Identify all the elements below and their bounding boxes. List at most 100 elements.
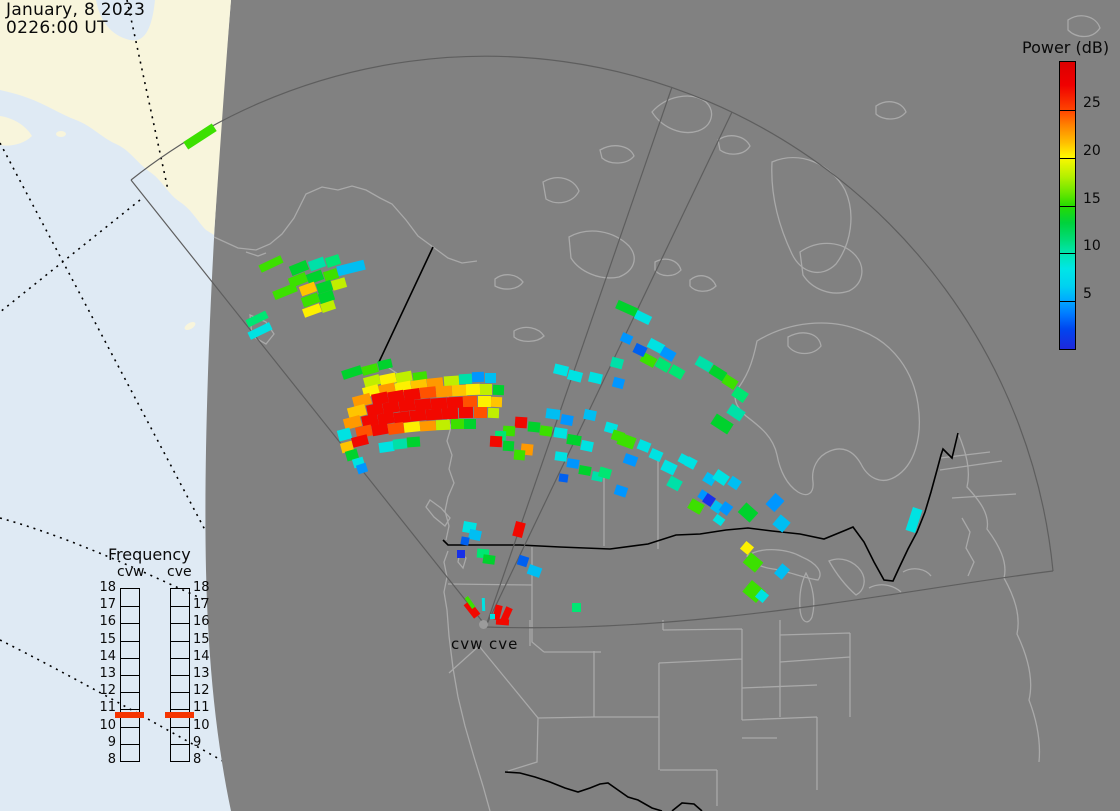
radar-echo-cell <box>377 358 393 370</box>
radar-echo-cell <box>552 363 570 377</box>
radar-echo-cell <box>513 449 525 461</box>
radar-echo-cell <box>330 277 348 291</box>
radar-echo-cell <box>619 331 633 345</box>
radar-echo-cell <box>425 407 443 421</box>
radar-site-dot <box>479 620 488 629</box>
radar-echo-cell <box>450 418 464 430</box>
radar-echo-cell <box>545 408 561 420</box>
radar-echo-cell <box>765 492 785 512</box>
radar-echo-cell <box>490 396 502 408</box>
radar-echo-cell <box>258 255 284 273</box>
radar-echo-cell <box>465 383 481 395</box>
colorbar-tick-label: 20 <box>1083 143 1101 159</box>
radar-echo-cell <box>484 373 496 383</box>
date-line: January, 8 2023 <box>6 0 146 20</box>
radar-echo-cell <box>613 484 629 498</box>
fov-mid-beam-2 <box>485 111 733 627</box>
radar-echo-cell <box>458 373 472 385</box>
radar-echo-cell <box>514 416 528 428</box>
radar-echo-cell <box>355 462 369 474</box>
radar-echo-cell <box>462 395 478 407</box>
radar-echo-cell <box>406 436 420 448</box>
us-mexico-border <box>504 771 703 811</box>
colorbar-tick <box>1060 110 1075 111</box>
radar-echo-cell <box>487 407 499 419</box>
radar-echo-cell <box>636 439 652 453</box>
colorbar-tick <box>1060 158 1075 159</box>
timestamp-label: January, 8 2023 0226:00 UT <box>6 1 145 37</box>
radar-echo-cell <box>566 369 584 383</box>
radar-echo-cell <box>471 371 485 383</box>
radar-echo-cell <box>451 384 467 396</box>
radar-echo-cell <box>712 513 726 527</box>
radar-echo-cell <box>571 602 581 612</box>
map-label-cvw: cvw <box>451 635 484 653</box>
sunlit-landmass <box>0 0 231 235</box>
us-canada-border <box>442 432 959 582</box>
radar-echo-cell <box>566 433 582 447</box>
radar-echo-cell <box>460 536 470 546</box>
radar-echo-cell <box>480 383 492 395</box>
radar-echo-cell <box>527 421 541 433</box>
radar-echo-cell <box>771 513 791 533</box>
radar-echo-cell <box>611 376 625 390</box>
radar-echo-cell <box>905 507 923 533</box>
radar-echo-cell <box>307 256 327 272</box>
radar-echo-cell <box>409 408 427 422</box>
radar-echo-cell <box>441 407 459 419</box>
radar-echo-cell <box>512 520 526 538</box>
radar-echo-cell <box>371 422 389 436</box>
geomagnetic-grid <box>0 0 231 765</box>
colorbar-title: Power (dB) <box>1022 38 1110 57</box>
radar-fov-outline <box>130 55 1054 629</box>
colorbar-tick <box>1060 253 1075 254</box>
radar-echo-cell <box>351 434 369 448</box>
time-line: 0226:00 UT <box>6 18 108 38</box>
radar-echo-cell <box>419 420 437 432</box>
radar-echo-cell <box>272 282 298 300</box>
radar-echo-cell <box>583 408 597 422</box>
radar-echo-cell <box>392 438 408 450</box>
radar-echo-cell <box>489 613 495 619</box>
radar-echo-cell <box>457 550 465 558</box>
radar-echo-cell <box>435 419 451 431</box>
radar-echo-cell <box>737 501 759 523</box>
radar-echo-cell <box>609 356 625 370</box>
radar-echo-cell <box>377 441 395 453</box>
radar-echo-cell <box>554 450 568 462</box>
radar-echo-cell <box>516 554 530 568</box>
radar-echo-cell <box>473 406 487 418</box>
radar-echo-cell <box>566 457 580 469</box>
sunlit-region <box>0 0 231 811</box>
map-label-cve: cve <box>489 635 519 653</box>
radar-echo-cell <box>773 562 791 580</box>
fov-right-edge <box>485 570 1054 629</box>
radar-echo-cell <box>495 618 509 626</box>
radar-echo-cell <box>742 551 764 573</box>
radar-echo-cell <box>578 464 592 476</box>
radar-echo-cell <box>492 384 504 396</box>
colorbar-tick-label: 15 <box>1083 191 1101 207</box>
radar-echo-cell <box>403 421 421 433</box>
radar-echo-cell <box>587 371 603 385</box>
radar-echo-cell <box>633 309 653 325</box>
alaska-yukon-border <box>378 246 434 363</box>
fov-outer-arc <box>130 55 1054 572</box>
radar-echo-cell <box>526 564 542 578</box>
radar-echo-cell <box>648 447 664 463</box>
radar-echo-cell <box>477 395 491 407</box>
radar-echo-cell <box>726 402 746 422</box>
radar-echo-cell <box>552 427 568 439</box>
radar-echo-cell <box>489 435 503 447</box>
country-borders <box>378 246 959 811</box>
radar-echo-cell <box>539 425 553 437</box>
radar-echo-cell <box>668 364 686 380</box>
radar-echo-cell <box>580 439 594 453</box>
radar-echo-cell <box>660 458 678 476</box>
colorbar-tick-label: 5 <box>1083 286 1092 302</box>
radar-echo-cell <box>183 122 217 150</box>
radar-echo-cell <box>419 385 437 399</box>
radar-echo-cell <box>665 475 683 491</box>
